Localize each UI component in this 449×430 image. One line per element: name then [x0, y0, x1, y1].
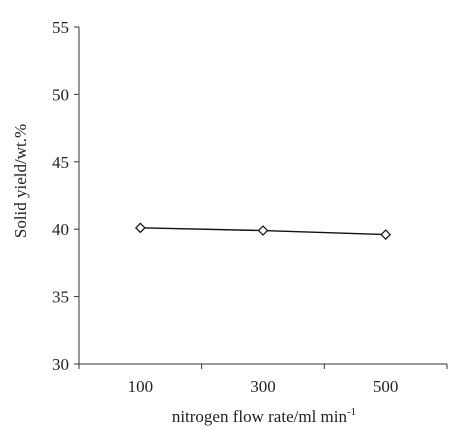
series-group [134, 222, 392, 240]
y-tick-label: 55 [52, 18, 69, 37]
y-tick-label: 35 [52, 288, 69, 307]
y-axis-label: Solid yield/wt.% [11, 124, 30, 238]
y-tick-label: 30 [52, 355, 69, 374]
data-point [380, 229, 392, 240]
x-axis-label-superscript: -1 [347, 406, 356, 418]
x-axis-label: nitrogen flow rate/ml min-1 [172, 406, 356, 426]
y-tick-label: 50 [52, 85, 69, 104]
data-point [134, 222, 146, 234]
x-tick-label: 100 [128, 377, 154, 396]
ticks: 30 35 40 45 50 55 100 300 500 [52, 18, 448, 396]
x-axis-label-text: nitrogen flow rate/ml min [172, 407, 348, 426]
x-tick-label: 500 [373, 377, 399, 396]
y-tick-label: 45 [52, 153, 69, 172]
x-tick-label: 300 [250, 377, 276, 396]
data-point [257, 225, 269, 236]
y-tick-label: 40 [52, 220, 69, 239]
axes [78, 27, 447, 365]
